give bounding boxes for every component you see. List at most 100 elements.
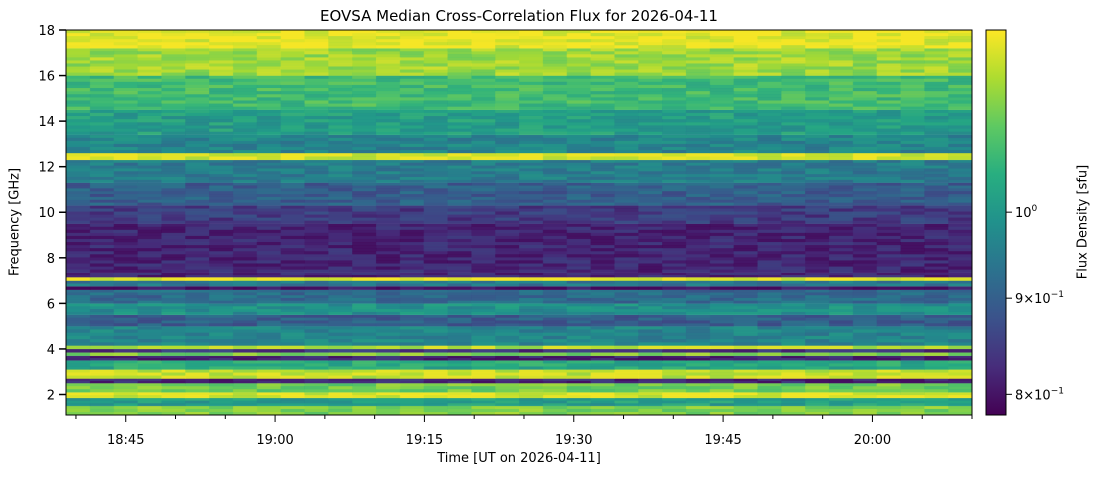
heatmap-cell [733,408,758,413]
heatmap-cell [185,339,210,343]
heatmap-cell [590,242,615,246]
heatmap-cell [852,81,878,86]
heatmap-cell [137,94,162,98]
heatmap-cell [375,366,401,370]
heatmap-cell [757,48,782,52]
heatmap-cell [781,63,806,67]
heatmap-cell [709,223,735,228]
heatmap-cell [566,54,592,58]
heatmap-cell [614,162,639,166]
heatmap-cell [89,159,115,163]
heatmap-cell [137,84,162,89]
heatmap-cell [948,386,972,390]
heatmap-cell [137,103,162,107]
heatmap-cell [423,125,448,129]
heatmap-cell [209,248,234,252]
heatmap-cell [280,60,305,64]
heatmap-cell [66,323,91,327]
heatmap-cell [471,87,496,92]
heatmap-cell [805,355,830,359]
heatmap-cell [447,75,472,79]
heatmap-cell [805,397,830,401]
heatmap-cell [256,309,282,313]
heatmap-cell [328,81,353,86]
heatmap-cell [375,63,401,67]
heatmap-cell [471,408,496,413]
heatmap-cell [423,323,448,327]
heatmap-cell [399,317,425,321]
heatmap-cell [876,378,901,382]
heatmap-cell [900,39,925,43]
heatmap-cell [399,272,425,276]
heatmap-cell [471,211,496,215]
heatmap-cell [924,176,949,181]
heatmap-cell [638,205,663,209]
heatmap-cell [328,348,353,353]
heatmap-cell [495,143,520,148]
y-tick-label: 10 [38,206,55,221]
heatmap-cell [209,78,234,83]
heatmap-cell [113,363,139,367]
heatmap-cell [161,122,186,126]
heatmap-cell [304,182,329,186]
heatmap-cell [113,78,139,83]
heatmap-cell [948,405,972,410]
heatmap-cell [304,112,329,117]
heatmap-cell [519,358,544,361]
colorbar-label: Flux Density [sfu] [1075,164,1091,280]
heatmap-cell [161,33,186,37]
heatmap-cell [662,235,687,240]
heatmap-cell [638,358,663,361]
heatmap-cell [828,411,854,415]
heatmap-cell [161,226,186,231]
heatmap-cell [185,317,210,321]
heatmap-cell [638,134,663,139]
heatmap-cell [185,363,210,367]
heatmap-cell [423,109,448,114]
heatmap-cell [447,220,472,224]
heatmap-cell [638,159,663,163]
heatmap-cell [495,226,520,231]
heatmap-cell [685,57,711,61]
heatmap-cell [185,45,210,49]
heatmap-cell [876,128,901,132]
heatmap-cell [328,306,353,310]
heatmap-cell [805,389,830,393]
heatmap-cell [89,106,115,111]
heatmap-cell [185,63,210,67]
heatmap-cell [471,389,496,393]
heatmap-cell [638,185,663,189]
heatmap-cell [304,191,329,195]
heatmap-cell [542,332,568,337]
heatmap-cell [447,84,472,89]
heatmap-cell [900,411,925,415]
heatmap-cell [209,63,234,67]
heatmap-cell [256,194,282,198]
heatmap-cell [900,36,925,40]
heatmap-cell [948,103,972,107]
heatmap-cell [423,211,448,215]
heatmap-cell [828,303,854,307]
heatmap-cell [89,94,115,98]
heatmap-cell [185,408,210,413]
heatmap-cell [519,69,544,73]
heatmap-cell [89,311,115,316]
heatmap-cell [66,45,91,49]
heatmap-cell [352,248,377,252]
heatmap-cell [161,392,186,396]
heatmap-cell [185,84,210,89]
heatmap-cell [113,214,139,218]
heatmap-cell [280,146,305,151]
heatmap-cell [447,94,472,98]
heatmap-cell [805,165,830,169]
heatmap-cell [232,106,258,111]
heatmap-cell [685,245,711,249]
heatmap-cell [352,81,377,86]
heatmap-cell [352,326,377,330]
heatmap-cell [161,211,186,215]
heatmap-cell [161,119,186,123]
x-tick-label: 19:15 [406,433,443,448]
heatmap-cell [113,84,139,89]
heatmap-cell [280,220,305,224]
heatmap-cell [137,295,162,299]
